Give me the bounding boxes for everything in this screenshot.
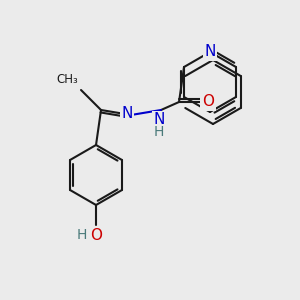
Text: N: N: [204, 44, 216, 59]
Text: O: O: [90, 227, 102, 242]
Text: CH₃: CH₃: [56, 73, 78, 86]
Text: N: N: [121, 106, 133, 121]
Text: H: H: [154, 125, 164, 139]
Text: N: N: [153, 112, 165, 128]
Text: O: O: [202, 94, 214, 110]
Text: H: H: [77, 228, 87, 242]
